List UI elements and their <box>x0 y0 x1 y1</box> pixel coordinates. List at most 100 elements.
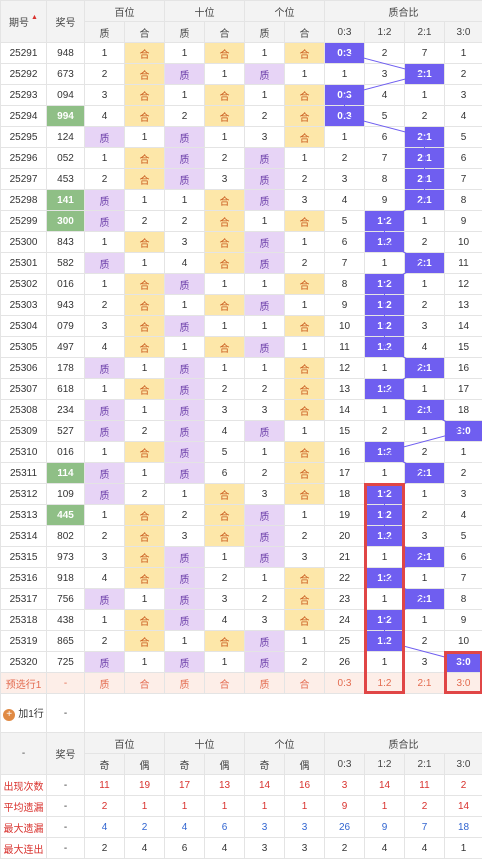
he-cell: 合 <box>125 148 165 169</box>
zhi-cell: 1 <box>245 568 285 589</box>
he-cell: 3 <box>205 589 245 610</box>
he-cell: 1 <box>125 589 165 610</box>
ratio-cell: 1 <box>365 652 405 673</box>
plus-icon[interactable]: + <box>3 709 15 721</box>
predict-cell[interactable]: 质 <box>85 673 125 694</box>
stat-dash: - <box>47 796 85 817</box>
he-cell: 2 <box>205 379 245 400</box>
tens-header: 十位 <box>165 1 245 22</box>
ratio-cell: 1 <box>365 589 405 610</box>
ratio-cell: 2 <box>445 64 482 85</box>
period-cell: 25296 <box>1 148 47 169</box>
he-cell: 合 <box>205 232 245 253</box>
he-cell: 合 <box>205 43 245 64</box>
period-cell: 25309 <box>1 421 47 442</box>
zhi-cell: 3 <box>85 316 125 337</box>
zhi-cell: 4 <box>85 337 125 358</box>
zhi-cell: 3 <box>245 484 285 505</box>
ratio-cell: 1:2 <box>365 610 405 631</box>
he-cell: 1 <box>125 253 165 274</box>
period-cell: 25308 <box>1 400 47 421</box>
predict-cell[interactable]: 2:1 <box>405 673 445 694</box>
stat-value: 1 <box>125 796 165 817</box>
prize-cell: 124 <box>47 127 85 148</box>
zhi-cell: 3 <box>85 85 125 106</box>
ratio-cell: 7 <box>445 568 482 589</box>
ratio-col-header: 2:1 <box>405 22 445 43</box>
zhi-cell: 质 <box>245 253 285 274</box>
predict-row[interactable]: 预选行1 - 质 合 质 合 质 合 0:3 1:2 2:1 3:0 <box>1 673 482 694</box>
zhi-cell: 质 <box>85 253 125 274</box>
zhi-cell: 1 <box>245 211 285 232</box>
predict-cell[interactable]: 1:2 <box>365 673 405 694</box>
ratio-cell: 1 <box>405 484 445 505</box>
zhi-cell: 2 <box>245 379 285 400</box>
he-cell: 合 <box>285 211 325 232</box>
he-cell: 1 <box>285 295 325 316</box>
zhi-cell: 质 <box>165 127 205 148</box>
prize-cell: 052 <box>47 148 85 169</box>
ratio-cell: 1 <box>405 610 445 631</box>
he-cell: 2 <box>285 169 325 190</box>
zhi-cell: 质 <box>245 337 285 358</box>
stat-value: 7 <box>405 817 445 838</box>
zhi-cell: 2 <box>165 106 205 127</box>
footer-sub: 2:1 <box>405 754 445 775</box>
stat-value: 4 <box>365 838 405 859</box>
add-row-button[interactable]: +加1行 <box>1 694 47 733</box>
predict-cell[interactable]: 0:3 <box>325 673 365 694</box>
stat-value: 2 <box>85 796 125 817</box>
predict-cell[interactable]: 3:0 <box>445 673 482 694</box>
stat-value: 6 <box>205 817 245 838</box>
ratio-cell: 2 <box>405 505 445 526</box>
ratio-cell: 6 <box>445 547 482 568</box>
he-cell: 1 <box>285 232 325 253</box>
sort-icon[interactable]: ▲ <box>31 14 38 21</box>
zhi-cell: 1 <box>245 43 285 64</box>
period-cell: 25312 <box>1 484 47 505</box>
zhi-cell: 2 <box>245 106 285 127</box>
stat-value: 4 <box>85 817 125 838</box>
ratio-cell: 2:1 <box>405 400 445 421</box>
ratio-cell: 1:2 <box>365 379 405 400</box>
ratio-cell: 1:2 <box>365 337 405 358</box>
ratio-cell: 3 <box>445 484 482 505</box>
zhi-cell: 1 <box>245 316 285 337</box>
prize-cell: 865 <box>47 631 85 652</box>
stat-value: 26 <box>325 817 365 838</box>
zhi-cell: 3 <box>245 127 285 148</box>
ratio-cell: 5 <box>445 127 482 148</box>
zhi-cell: 3 <box>165 526 205 547</box>
zhi-cell: 2 <box>165 505 205 526</box>
predict-cell[interactable]: 合 <box>125 673 165 694</box>
period-cell: 25300 <box>1 232 47 253</box>
zhi-cell: 质 <box>85 127 125 148</box>
zhi-cell: 4 <box>165 253 205 274</box>
predict-cell[interactable]: 合 <box>285 673 325 694</box>
zhi-cell: 1 <box>85 610 125 631</box>
he-cell: 4 <box>205 610 245 631</box>
ratio-cell: 1 <box>405 421 445 442</box>
predict-cell[interactable]: 合 <box>205 673 245 694</box>
ratio-header: 质合比 <box>325 1 482 22</box>
he-cell: 合 <box>205 211 245 232</box>
period-header[interactable]: 期号▲ <box>1 1 47 43</box>
ratio-cell: 0:3 <box>325 43 365 64</box>
zhi-cell: 1 <box>85 274 125 295</box>
add-row: +加1行 - <box>1 694 482 733</box>
zhi-cell: 质 <box>85 589 125 610</box>
prize-cell: 109 <box>47 484 85 505</box>
predict-cell[interactable]: 质 <box>245 673 285 694</box>
predict-cell[interactable]: 质 <box>165 673 205 694</box>
zhi-cell: 4 <box>85 106 125 127</box>
prize-cell: 114 <box>47 463 85 484</box>
he-cell: 合 <box>205 295 245 316</box>
footer-sub: 奇 <box>165 754 205 775</box>
